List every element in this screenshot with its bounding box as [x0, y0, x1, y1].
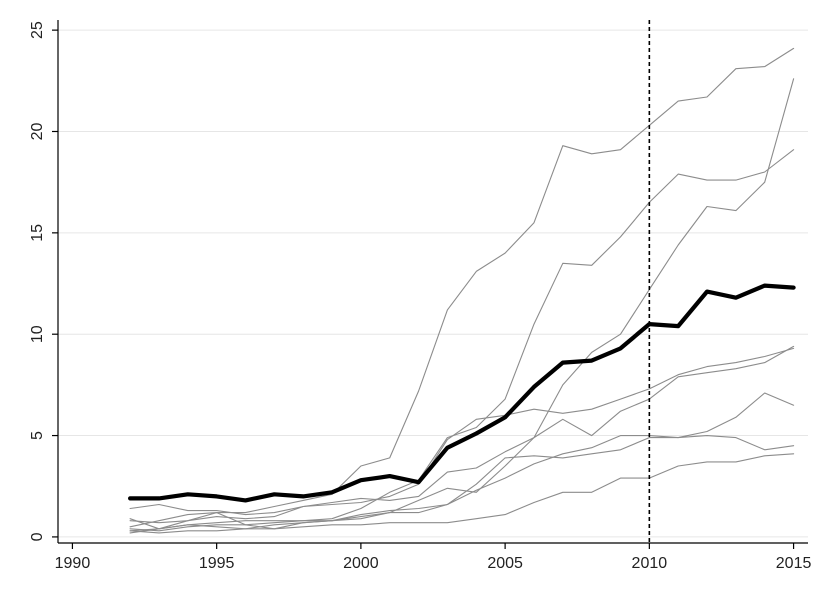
x-tick-label: 2005 — [487, 555, 523, 572]
x-tick-label: 1995 — [199, 555, 235, 572]
y-tick-label: 25 — [29, 21, 46, 39]
gridlines — [58, 29, 808, 538]
series-lines — [128, 47, 796, 534]
axes — [52, 20, 808, 549]
series-line-4 — [129, 345, 795, 524]
y-tick-label: 10 — [29, 325, 46, 343]
x-tick-label: 2010 — [632, 555, 668, 572]
y-tick-label: 0 — [29, 532, 46, 541]
x-tick-label: 2015 — [776, 555, 812, 572]
series-line-9 — [128, 283, 796, 503]
series-line-7 — [129, 435, 795, 534]
series-line-8 — [129, 453, 795, 534]
tick-labels: 0 5 10 15 20 25 1990 1995 2000 2005 2010 2015 — [29, 21, 811, 572]
x-tick-label: 1990 — [55, 555, 91, 572]
x-tick-label: 2000 — [343, 555, 379, 572]
y-tick-label: 20 — [29, 122, 46, 140]
y-tick-label: 15 — [29, 224, 46, 242]
y-tick-label: 5 — [29, 431, 46, 440]
series-line-3 — [129, 78, 795, 532]
series-line-1 — [129, 47, 795, 530]
series-line-2 — [129, 149, 795, 532]
series-line-5 — [129, 347, 795, 516]
series-line-6 — [129, 392, 795, 530]
